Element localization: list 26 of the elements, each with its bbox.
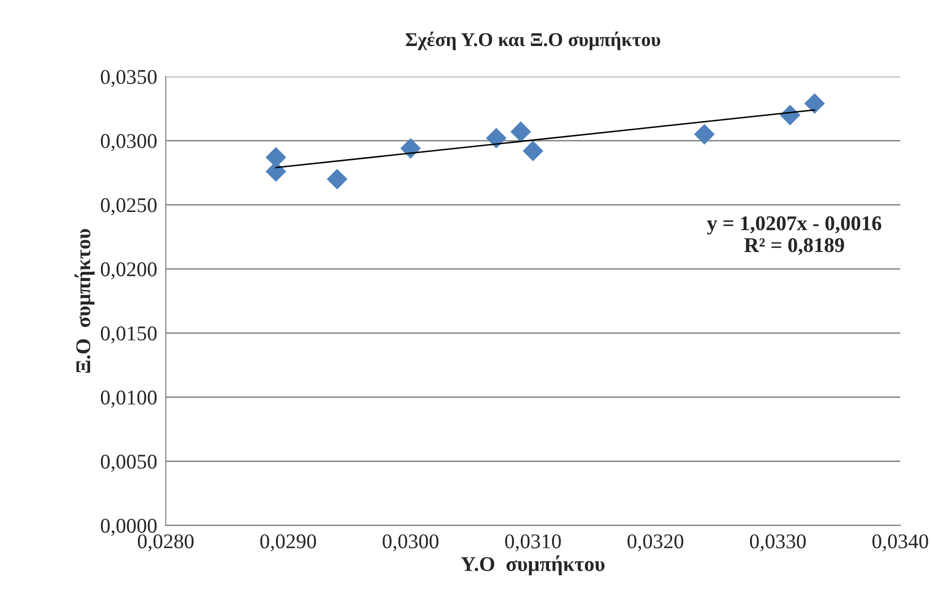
point [694, 124, 715, 145]
point [486, 128, 507, 148]
y-tick-label: 0,0250 [100, 198, 157, 216]
x-axis-title: Υ.Ο συμπήκτου [461, 555, 605, 576]
point [522, 140, 544, 162]
x-tick-label: 0,0320 [628, 534, 684, 552]
point [326, 168, 348, 190]
point [804, 93, 825, 114]
x-tick-label: 0,0280 [138, 534, 194, 552]
y-tick-label: 0,0050 [100, 454, 157, 472]
y-axis-title: Ξ.Ο συμπήκτου [74, 228, 95, 373]
y-tick-label: 0,0300 [100, 134, 157, 152]
y-tick-label: 0,0350 [100, 70, 157, 87]
point [400, 138, 421, 159]
chart-title: Σχέση Υ.Ο και Ξ.Ο συμπήκτου [406, 32, 660, 50]
x-tick-label: 0,0290 [260, 534, 316, 552]
y-tick-label: 0,0200 [100, 262, 157, 280]
annotation: y = 1,0207x - 0,0016 R² = 0,8189 [707, 216, 882, 256]
y-tick-label: 0,0100 [100, 390, 157, 408]
point [510, 121, 532, 142]
x-tick-label: 0,0310 [505, 534, 561, 552]
x-tick-label: 0,0330 [750, 534, 806, 552]
y-tick-label: 0,0000 [100, 518, 157, 536]
x-tick-label: 0,0300 [382, 534, 438, 552]
x-tick-label: 0,0340 [872, 534, 928, 552]
y-tick-label: 0,0150 [100, 326, 157, 344]
